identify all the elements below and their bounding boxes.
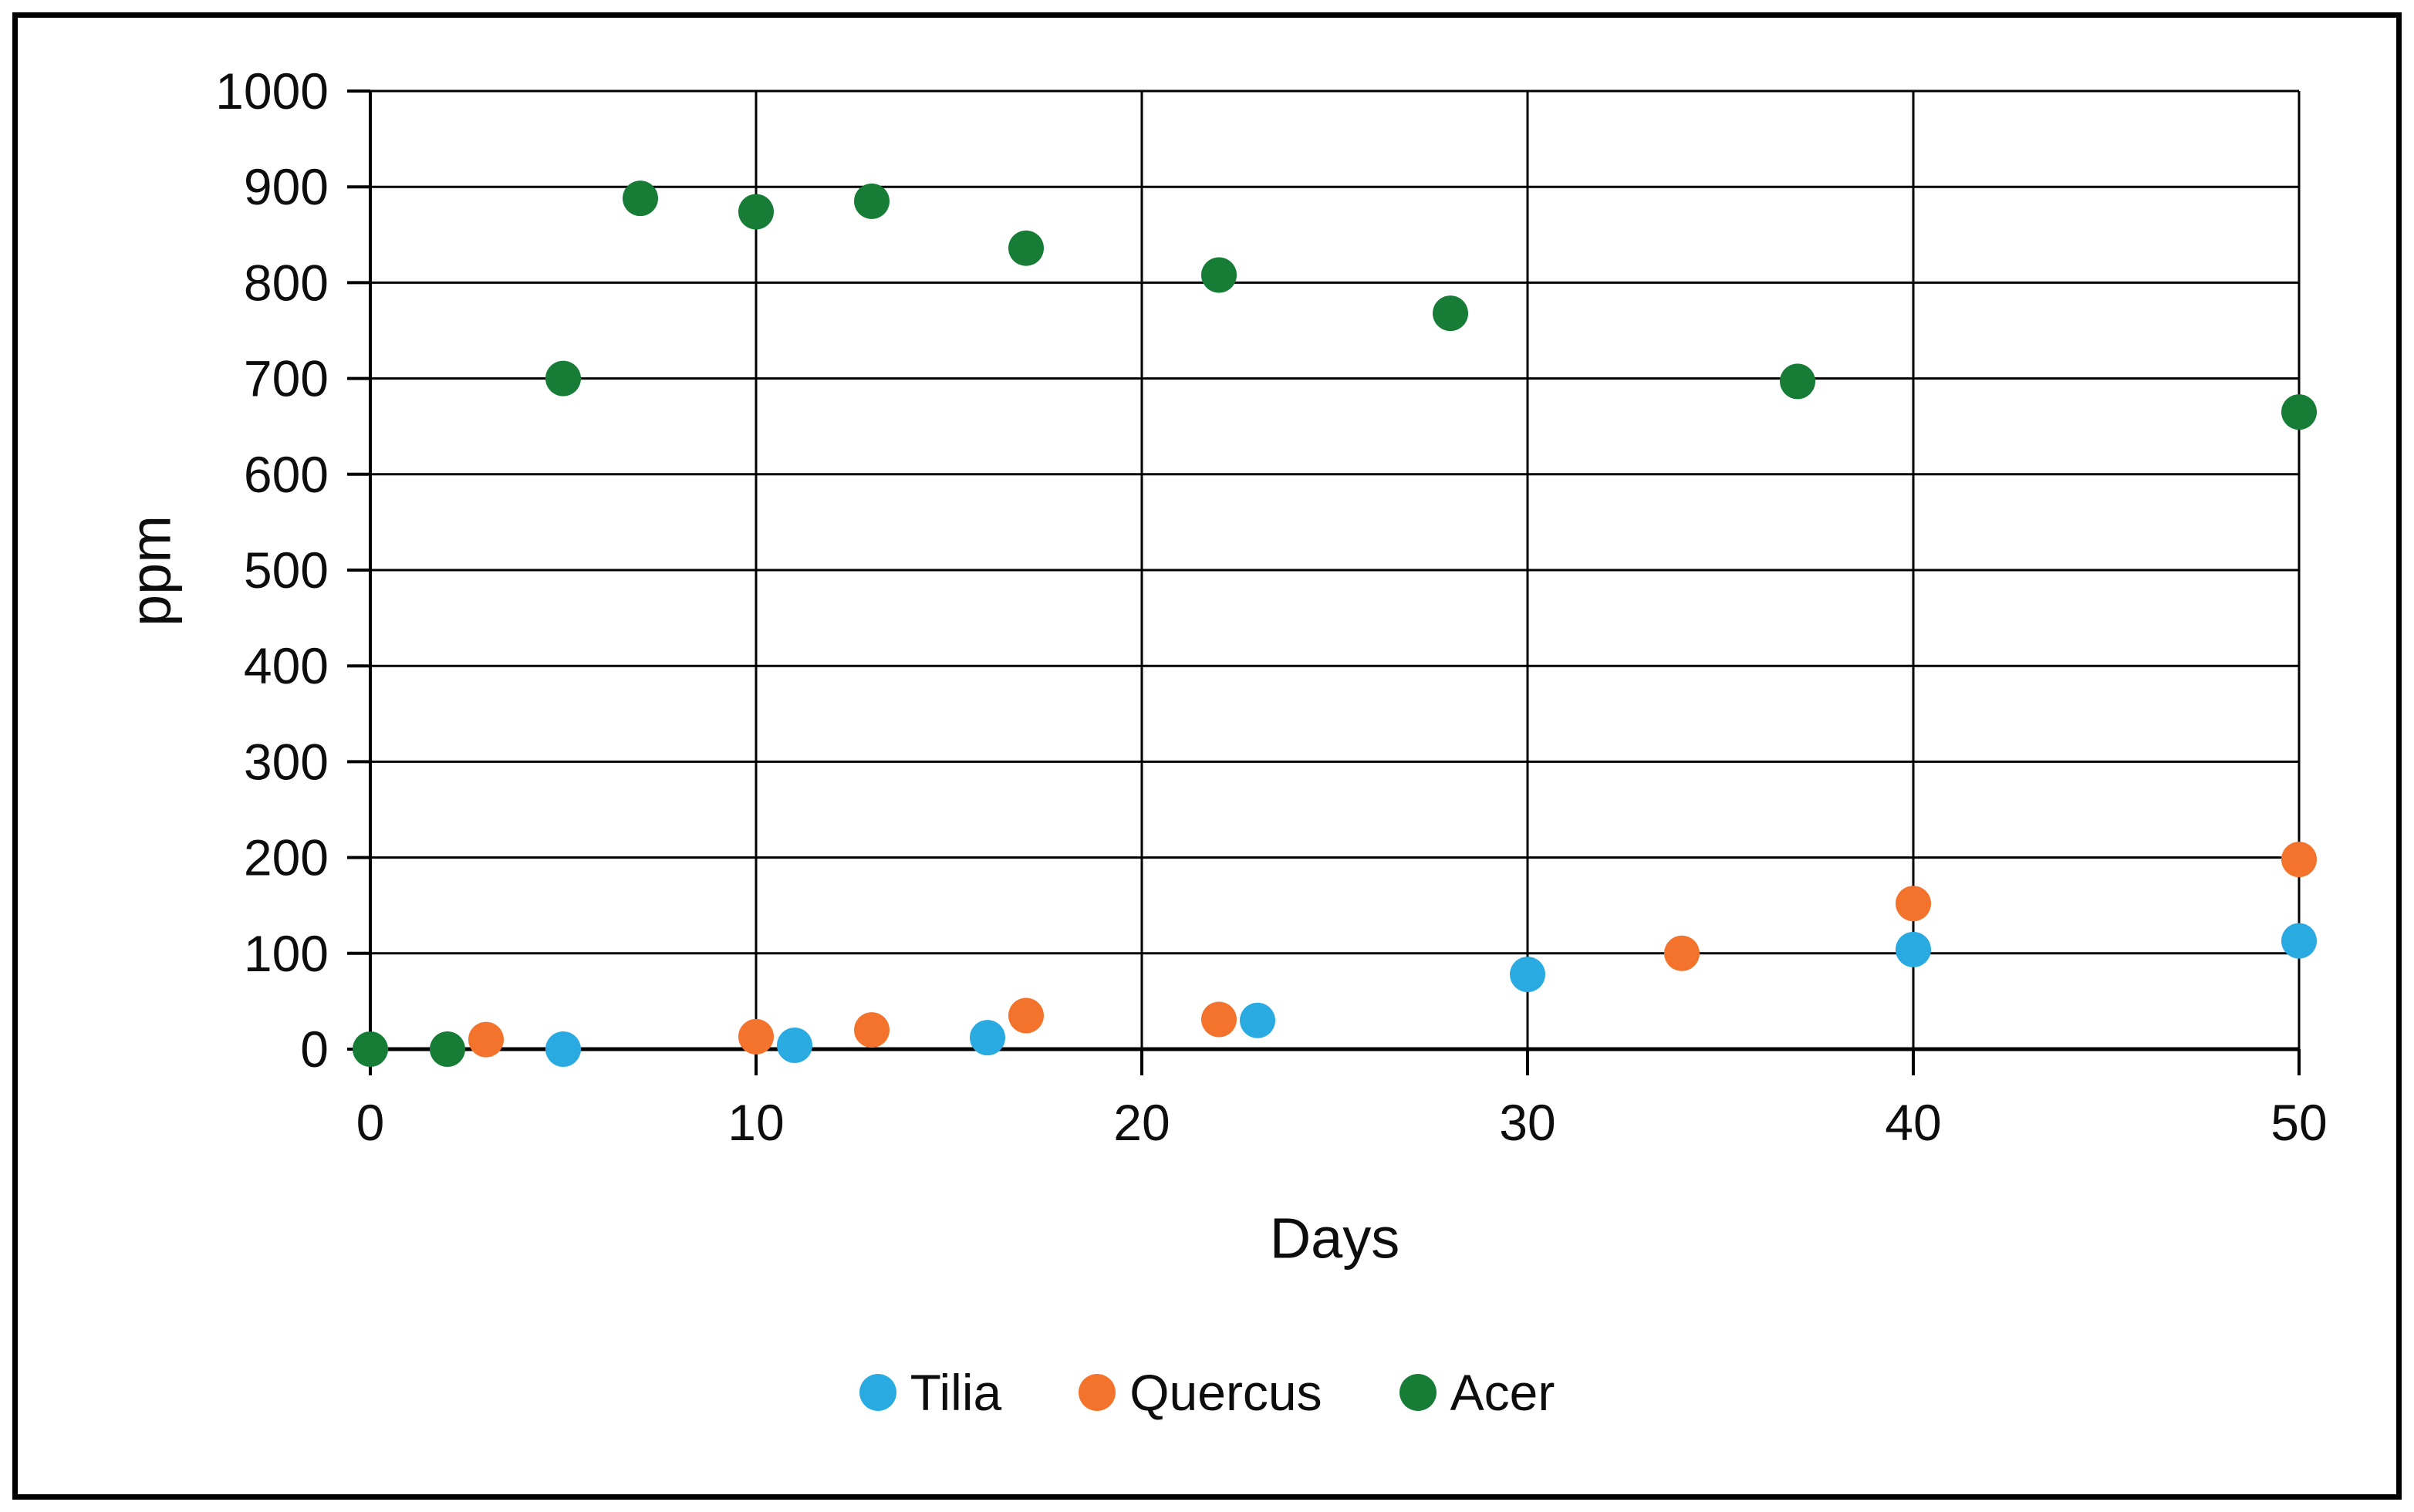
legend-label: Quercus — [1129, 1364, 1322, 1421]
data-point-quercus — [1664, 935, 1700, 971]
data-point-quercus — [1201, 1001, 1237, 1038]
legend-item-tilia: Tilia — [859, 1363, 1002, 1422]
data-point-acer — [623, 181, 658, 217]
data-point-quercus — [854, 1012, 890, 1048]
y-tick-label: 1000 — [215, 62, 329, 120]
y-tick-label: 200 — [244, 829, 329, 886]
y-tick-label: 900 — [244, 158, 329, 215]
data-point-acer — [1201, 257, 1237, 293]
x-tick-label: 20 — [1113, 1094, 1170, 1151]
data-point-quercus — [1896, 886, 1931, 922]
data-point-tilia — [1896, 931, 1931, 967]
data-point-tilia — [1240, 1002, 1275, 1038]
y-axis-title: ppm — [118, 515, 183, 626]
data-point-tilia — [2281, 923, 2317, 959]
y-tick-label: 500 — [244, 542, 329, 599]
y-tick-label: 800 — [244, 254, 329, 311]
legend-item-quercus: Quercus — [1079, 1363, 1322, 1422]
y-tick-label: 700 — [244, 350, 329, 407]
x-tick-label: 50 — [2271, 1094, 2327, 1151]
data-point-acer — [1008, 230, 1044, 266]
data-point-acer — [1780, 363, 1815, 400]
legend-label: Acer — [1450, 1364, 1555, 1421]
x-tick-label: 10 — [728, 1094, 784, 1151]
data-point-acer — [353, 1031, 388, 1067]
y-tick-label: 100 — [244, 925, 329, 982]
data-point-acer — [738, 194, 774, 230]
legend-item-acer: Acer — [1399, 1363, 1555, 1422]
data-point-quercus — [2281, 842, 2317, 878]
data-point-tilia — [970, 1020, 1005, 1056]
chart-legend: Tilia Quercus Acer — [0, 1359, 2414, 1426]
data-point-quercus — [738, 1018, 774, 1055]
legend-marker-icon — [859, 1374, 896, 1411]
data-point-acer — [854, 183, 890, 219]
chart-border — [12, 12, 2402, 1500]
y-tick-label: 300 — [244, 733, 329, 790]
data-point-acer — [1433, 295, 1468, 332]
x-axis-title: Days — [1269, 1206, 1400, 1271]
legend-label: Tilia — [910, 1364, 1002, 1421]
x-tick-label: 40 — [1885, 1094, 1941, 1151]
data-point-quercus — [468, 1021, 504, 1058]
x-tick-label: 0 — [356, 1094, 385, 1151]
y-tick-label: 400 — [244, 637, 329, 694]
legend-marker-icon — [1079, 1374, 1116, 1411]
legend-marker-icon — [1399, 1374, 1437, 1411]
data-point-tilia — [777, 1028, 812, 1064]
x-tick-label: 30 — [1499, 1094, 1555, 1151]
data-point-acer — [430, 1031, 465, 1067]
y-tick-label: 600 — [244, 446, 329, 503]
data-point-tilia — [545, 1031, 581, 1067]
data-point-acer — [545, 360, 581, 397]
y-tick-label: 0 — [300, 1021, 329, 1078]
data-point-tilia — [1510, 957, 1545, 993]
data-point-acer — [2281, 394, 2317, 430]
data-point-quercus — [1008, 997, 1044, 1034]
